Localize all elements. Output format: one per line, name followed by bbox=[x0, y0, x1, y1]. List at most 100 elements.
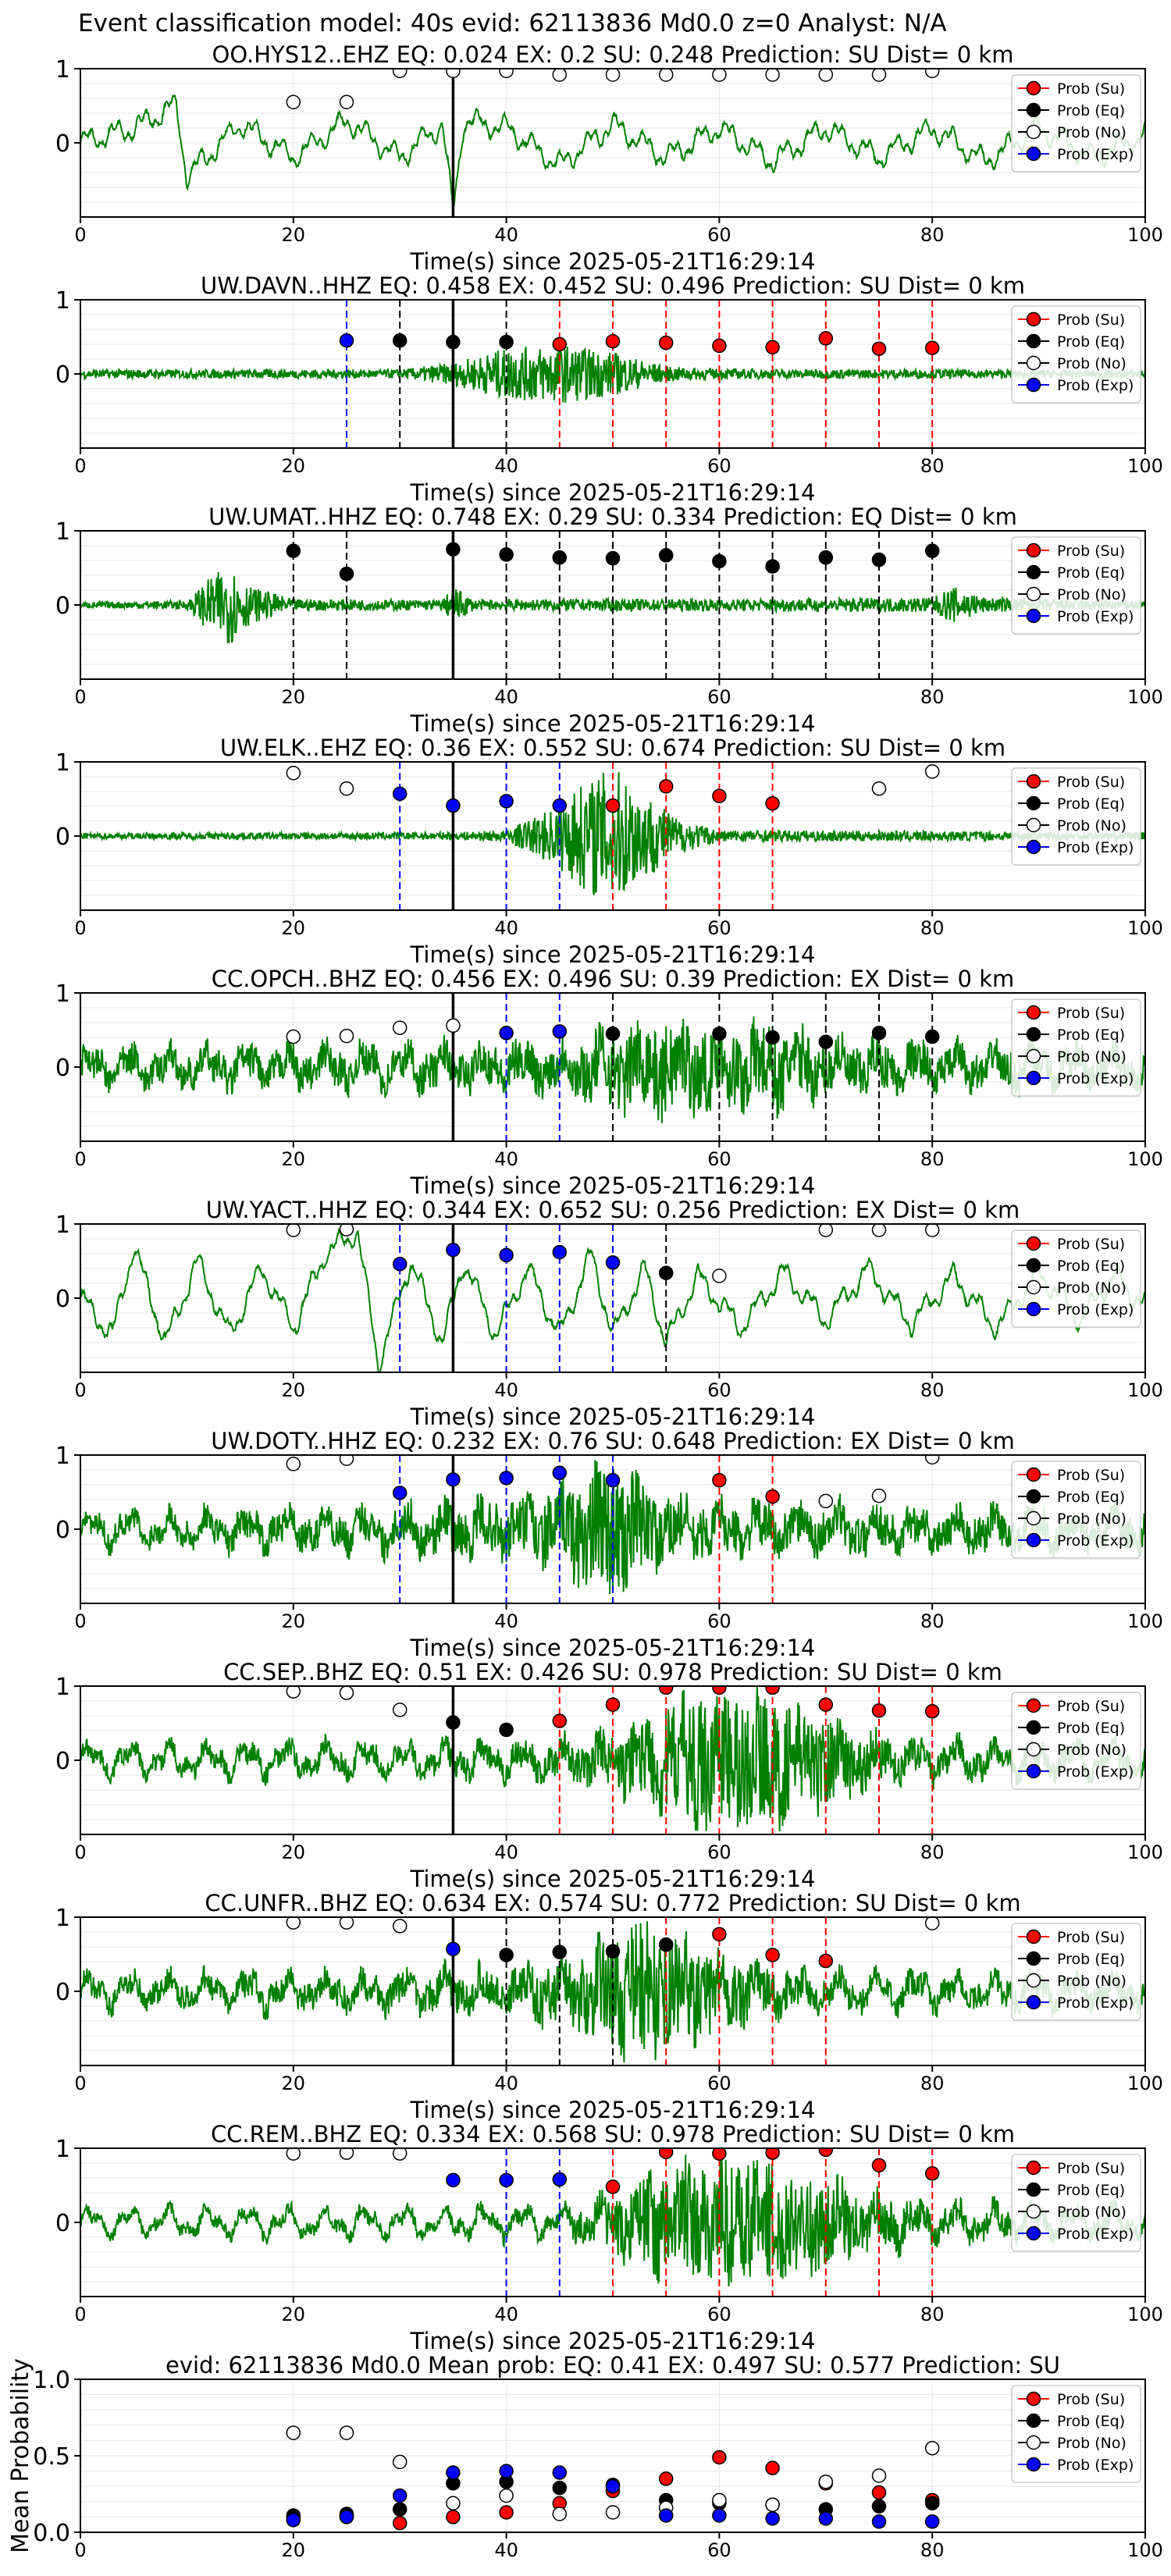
y-tick-label: 1 bbox=[55, 1674, 70, 1701]
plot-area bbox=[80, 1686, 1145, 1834]
legend-label: Prob (No) bbox=[1057, 355, 1127, 372]
legend-box bbox=[1011, 1923, 1141, 2021]
x-tick-label: 60 bbox=[707, 2304, 731, 2325]
x-tick-label: 100 bbox=[1127, 1379, 1163, 1401]
prob-point-su bbox=[924, 1704, 940, 1719]
x-tick-label: 0 bbox=[74, 2073, 86, 2094]
y-tick-label: 0 bbox=[55, 824, 70, 851]
legend-marker-eq bbox=[1026, 1951, 1041, 1966]
x-axis-label: Time(s) since 2025-05-21T16:29:14 bbox=[410, 710, 816, 737]
legend: Prob (Su) Prob (Eq) Prob (No) Prob (Exp) bbox=[1011, 305, 1141, 404]
legend-label: Prob (Eq) bbox=[1057, 1489, 1125, 1506]
y-tick-label: 0.0 bbox=[33, 2520, 70, 2547]
legend-marker-exp bbox=[1026, 1301, 1041, 1317]
prob-point-no bbox=[286, 1224, 301, 1237]
legend-marker-su bbox=[1026, 1467, 1041, 1482]
legend: Prob (Su) Prob (Eq) Prob (No) Prob (Exp) bbox=[1011, 1229, 1141, 1328]
x-axis-label: Time(s) since 2025-05-21T16:29:14 bbox=[410, 2097, 816, 2123]
x-tick-label: 80 bbox=[920, 2304, 945, 2325]
legend-label: Prob (No) bbox=[1057, 1973, 1127, 1990]
panel-title: CC.OPCH..BHZ EQ: 0.456 EX: 0.496 SU: 0.3… bbox=[212, 966, 1015, 992]
prob-point-no bbox=[499, 2488, 514, 2503]
y-tick-label: 0 bbox=[55, 2210, 70, 2237]
legend-marker-su bbox=[1026, 2160, 1041, 2176]
panel-5: CC.OPCH..BHZ EQ: 0.456 EX: 0.496 SU: 0.3… bbox=[55, 966, 1163, 1199]
prob-point-exp bbox=[339, 333, 354, 348]
y-tick-label: 0 bbox=[55, 1517, 70, 1544]
prob-point-exp bbox=[499, 1247, 514, 1263]
prob-point-exp bbox=[339, 2510, 354, 2524]
waveform-trace bbox=[80, 1016, 1145, 1123]
panel-title: UW.DAVN..HHZ EQ: 0.458 EX: 0.452 SU: 0.4… bbox=[201, 272, 1025, 299]
legend-box bbox=[1011, 1461, 1141, 1559]
legend-label: Prob (Su) bbox=[1057, 1467, 1125, 1484]
x-tick-label: 100 bbox=[1127, 686, 1163, 708]
panel-title: CC.UNFR..BHZ EQ: 0.634 EX: 0.574 SU: 0.7… bbox=[205, 1890, 1020, 1916]
prob-point-su bbox=[765, 1489, 780, 1504]
x-tick-label: 60 bbox=[707, 917, 731, 939]
prob-point-no bbox=[339, 1917, 354, 1930]
legend: Prob (Su) Prob (Eq) Prob (No) Prob (Exp) bbox=[1011, 767, 1141, 866]
legend-label: Prob (Su) bbox=[1057, 1236, 1125, 1253]
panel-title: UW.DOTY..HHZ EQ: 0.232 EX: 0.76 SU: 0.64… bbox=[211, 1428, 1014, 1454]
prob-point-exp bbox=[499, 1471, 514, 1485]
prob-point-no bbox=[339, 781, 354, 796]
prob-point-exp bbox=[605, 1473, 621, 1488]
prob-point-su bbox=[712, 788, 727, 803]
x-tick-label: 40 bbox=[494, 2539, 518, 2561]
legend-label: Prob (Su) bbox=[1057, 774, 1125, 791]
prob-point-no bbox=[871, 69, 887, 82]
prob-point-no bbox=[339, 2425, 354, 2440]
x-tick-label: 0 bbox=[74, 1841, 86, 1863]
prob-point-no bbox=[286, 1457, 301, 1471]
prob-point-no bbox=[392, 1703, 408, 1717]
legend-label: Prob (Exp) bbox=[1057, 2226, 1134, 2243]
panel-8: CC.SEP..BHZ EQ: 0.51 EX: 0.426 SU: 0.978… bbox=[55, 1659, 1163, 1892]
legend-label: Prob (Exp) bbox=[1057, 1301, 1134, 1318]
legend: Prob (Su) Prob (Eq) Prob (No) Prob (Exp) bbox=[1011, 1692, 1141, 1790]
y-tick-label: 1 bbox=[55, 518, 70, 546]
legend-box bbox=[1011, 536, 1141, 635]
panel-4: UW.ELK..EHZ EQ: 0.36 EX: 0.552 SU: 0.674… bbox=[55, 735, 1163, 968]
y-tick-label: 1 bbox=[55, 980, 70, 1008]
legend-marker-su bbox=[1026, 1929, 1041, 1944]
prob-point-su bbox=[924, 2166, 940, 2181]
legend-label: Prob (Eq) bbox=[1057, 1720, 1125, 1737]
x-tick-label: 100 bbox=[1127, 1148, 1163, 1170]
legend: Prob (Su) Prob (Eq) Prob (No) Prob (Exp) bbox=[1011, 536, 1141, 635]
x-tick-label: 60 bbox=[707, 2073, 731, 2094]
x-tick-label: 0 bbox=[74, 224, 86, 246]
panels: OO.HYS12..EHZ EQ: 0.024 EX: 0.2 SU: 0.24… bbox=[7, 41, 1163, 2561]
panel-6: UW.YACT..HHZ EQ: 0.344 EX: 0.652 SU: 0.2… bbox=[55, 1197, 1163, 1430]
legend-marker-exp bbox=[1026, 839, 1041, 855]
legend-label: Prob (Su) bbox=[1057, 80, 1125, 98]
prob-point-su bbox=[605, 798, 621, 813]
x-tick-label: 60 bbox=[707, 1610, 731, 1632]
legend-label: Prob (Exp) bbox=[1057, 1070, 1134, 1087]
plot-area bbox=[80, 1917, 1145, 2065]
legend-label: Prob (Exp) bbox=[1057, 2457, 1134, 2474]
prob-point-su bbox=[712, 1927, 727, 1942]
legend-marker-eq bbox=[1026, 102, 1041, 118]
prob-point-exp bbox=[658, 2508, 674, 2523]
prob-point-exp bbox=[499, 2172, 514, 2188]
plot-area bbox=[80, 69, 1145, 217]
panel-1: OO.HYS12..EHZ EQ: 0.024 EX: 0.2 SU: 0.24… bbox=[55, 41, 1163, 275]
legend-marker-eq bbox=[1026, 1489, 1041, 1504]
legend-marker-exp bbox=[1026, 1763, 1041, 1779]
panel-2: UW.DAVN..HHZ EQ: 0.458 EX: 0.452 SU: 0.4… bbox=[55, 272, 1163, 506]
prob-point-no bbox=[765, 69, 780, 82]
legend-marker-eq bbox=[1026, 795, 1041, 811]
prob-point-su bbox=[871, 1703, 887, 1718]
prob-point-exp bbox=[552, 1244, 568, 1260]
prob-point-no bbox=[446, 69, 461, 79]
prob-point-exp bbox=[552, 798, 568, 813]
prob-point-eq bbox=[339, 566, 354, 582]
x-tick-label: 20 bbox=[282, 2539, 306, 2561]
y-tick-label: 1 bbox=[55, 1443, 70, 1470]
prob-point-exp bbox=[446, 2465, 461, 2480]
prob-point-no bbox=[392, 2454, 408, 2470]
legend-marker-eq bbox=[1026, 1258, 1041, 1273]
prob-point-no bbox=[392, 69, 408, 79]
plot-area bbox=[80, 300, 1145, 448]
